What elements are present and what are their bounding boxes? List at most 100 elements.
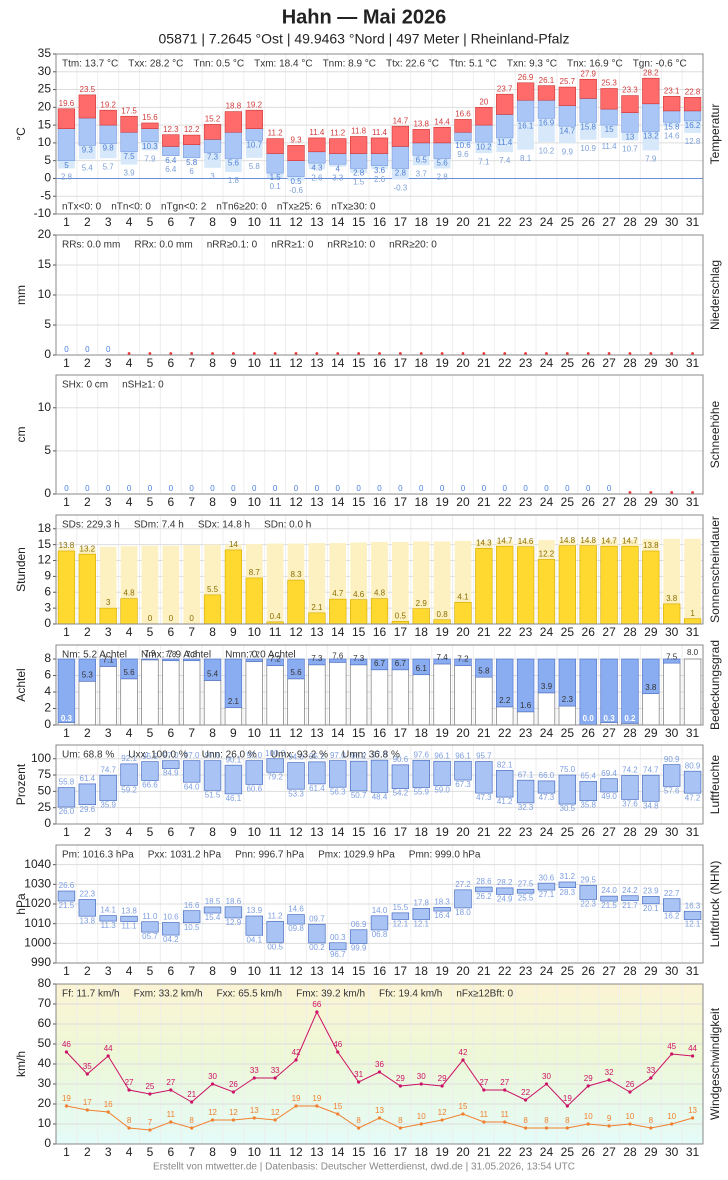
plot-frame [55, 983, 704, 1145]
range-bar [600, 778, 618, 793]
value-label: 3.8 [666, 594, 678, 603]
point [127, 1088, 131, 1092]
value-label: 8 [398, 1116, 403, 1125]
missing-marker [607, 352, 611, 355]
missing-marker [398, 352, 402, 355]
x-tick-label: 25 [561, 215, 575, 229]
x-tick-label: 27 [602, 825, 616, 839]
x-tick-label: 23 [519, 625, 533, 639]
x-tick-label: 2 [84, 726, 91, 740]
x-tick-label: 10 [248, 495, 262, 509]
value-label: 4.1 [457, 592, 469, 601]
value-label: 32 [605, 1068, 614, 1077]
possible-bar [684, 538, 701, 624]
min-label: 5.6 [228, 159, 240, 168]
value-label: 0 [565, 484, 570, 493]
value-label: 5.6 [123, 668, 135, 677]
value-label: 0 [148, 614, 153, 623]
range-bar [662, 764, 681, 787]
x-tick-label: 26 [582, 495, 596, 509]
ground-min-label: 5.4 [82, 163, 94, 172]
value-label: 8 [544, 1116, 549, 1125]
min-bar [120, 131, 138, 153]
value-label: 11 [501, 1110, 510, 1119]
max-label: 97.0 [330, 751, 346, 760]
missing-marker [440, 352, 444, 355]
x-tick-label: 14 [331, 356, 345, 370]
x-tick-label: 3 [105, 625, 112, 639]
y-axis-label: Achtel [14, 668, 28, 701]
value-label: 3.8 [645, 683, 657, 692]
annotation: Txx: 28.2 °C [128, 59, 183, 70]
value-label: 44 [688, 1044, 697, 1053]
min-label: 12.1 [393, 920, 409, 929]
min-label: 5 [64, 161, 69, 170]
x-tick-label: 6 [167, 825, 174, 839]
x-tick-label: 11 [269, 825, 282, 839]
x-tick-label: 26 [582, 825, 596, 839]
ground-min-label: 3.3 [332, 173, 344, 182]
x-tick-label: 22 [498, 495, 512, 509]
sunshine-bar [329, 598, 347, 625]
y-tick-label: 3 [44, 600, 51, 614]
value-label: 66 [312, 1000, 321, 1009]
y-tick-label: 1000 [24, 936, 51, 950]
ground-min-label: 6 [189, 167, 194, 176]
value-label: 21 [187, 1090, 196, 1099]
x-tick-label: 27 [602, 495, 616, 509]
plot-frame [55, 374, 704, 495]
min-label: 35.8 [580, 801, 596, 810]
max-label: 11.4 [309, 128, 325, 137]
max-label: 09.7 [309, 914, 325, 923]
min-label: 18.0 [455, 908, 471, 917]
sunshine-bar [433, 619, 451, 625]
max-bar [621, 95, 639, 113]
x-tick-label: 27 [602, 356, 616, 370]
x-tick-label: 21 [477, 1145, 491, 1159]
max-label: 9.3 [290, 135, 302, 144]
x-tick-label: 7 [188, 825, 195, 839]
point [336, 1112, 340, 1116]
clear-sky-bar [600, 658, 618, 723]
value-label: 7.1 [103, 656, 115, 665]
missing-marker [252, 352, 256, 355]
ground-min-bar [392, 168, 409, 180]
x-tick-label: 14 [331, 825, 345, 839]
x-tick-label: 26 [582, 1145, 596, 1159]
min-label: 49.0 [601, 792, 617, 801]
y-tick-label: 9 [44, 569, 51, 583]
point [419, 1122, 423, 1126]
max-label: 95.2 [309, 752, 325, 761]
sunshine-bar [621, 545, 639, 625]
min-label: 47.2 [685, 793, 701, 802]
min-label: 15 [605, 125, 614, 134]
max-bar [203, 124, 222, 140]
side-label: Luftfeuchte [708, 754, 722, 814]
min-bar [183, 144, 201, 159]
value-label: 14.8 [560, 536, 576, 545]
min-bar [558, 105, 576, 127]
min-label: 10.6 [455, 141, 471, 150]
range-bar [642, 774, 660, 802]
value-label: 17 [83, 1098, 92, 1107]
x-tick-label: 1 [63, 625, 70, 639]
max-label: 23.1 [664, 86, 680, 95]
x-tick-label: 3 [105, 495, 112, 509]
x-tick-label: 1 [63, 215, 70, 229]
x-tick-label: 2 [84, 215, 91, 229]
x-tick-label: 9 [230, 825, 237, 839]
value-label: 0.4 [270, 612, 282, 621]
annotation: SDn: 0.0 h [264, 520, 311, 531]
point [586, 1122, 590, 1126]
value-label: 30 [542, 1072, 551, 1081]
side-label: Niederschlag [708, 260, 722, 330]
x-tick-label: 1 [63, 825, 70, 839]
cloud-bar [558, 705, 577, 726]
range-bar [182, 760, 201, 783]
x-tick-label: 30 [665, 825, 679, 839]
possible-bar [141, 545, 159, 624]
max-label: 11.8 [351, 127, 367, 136]
max-label: 13.9 [246, 906, 262, 915]
max-label: 24.2 [622, 886, 638, 895]
value-label: 12 [229, 1108, 238, 1117]
